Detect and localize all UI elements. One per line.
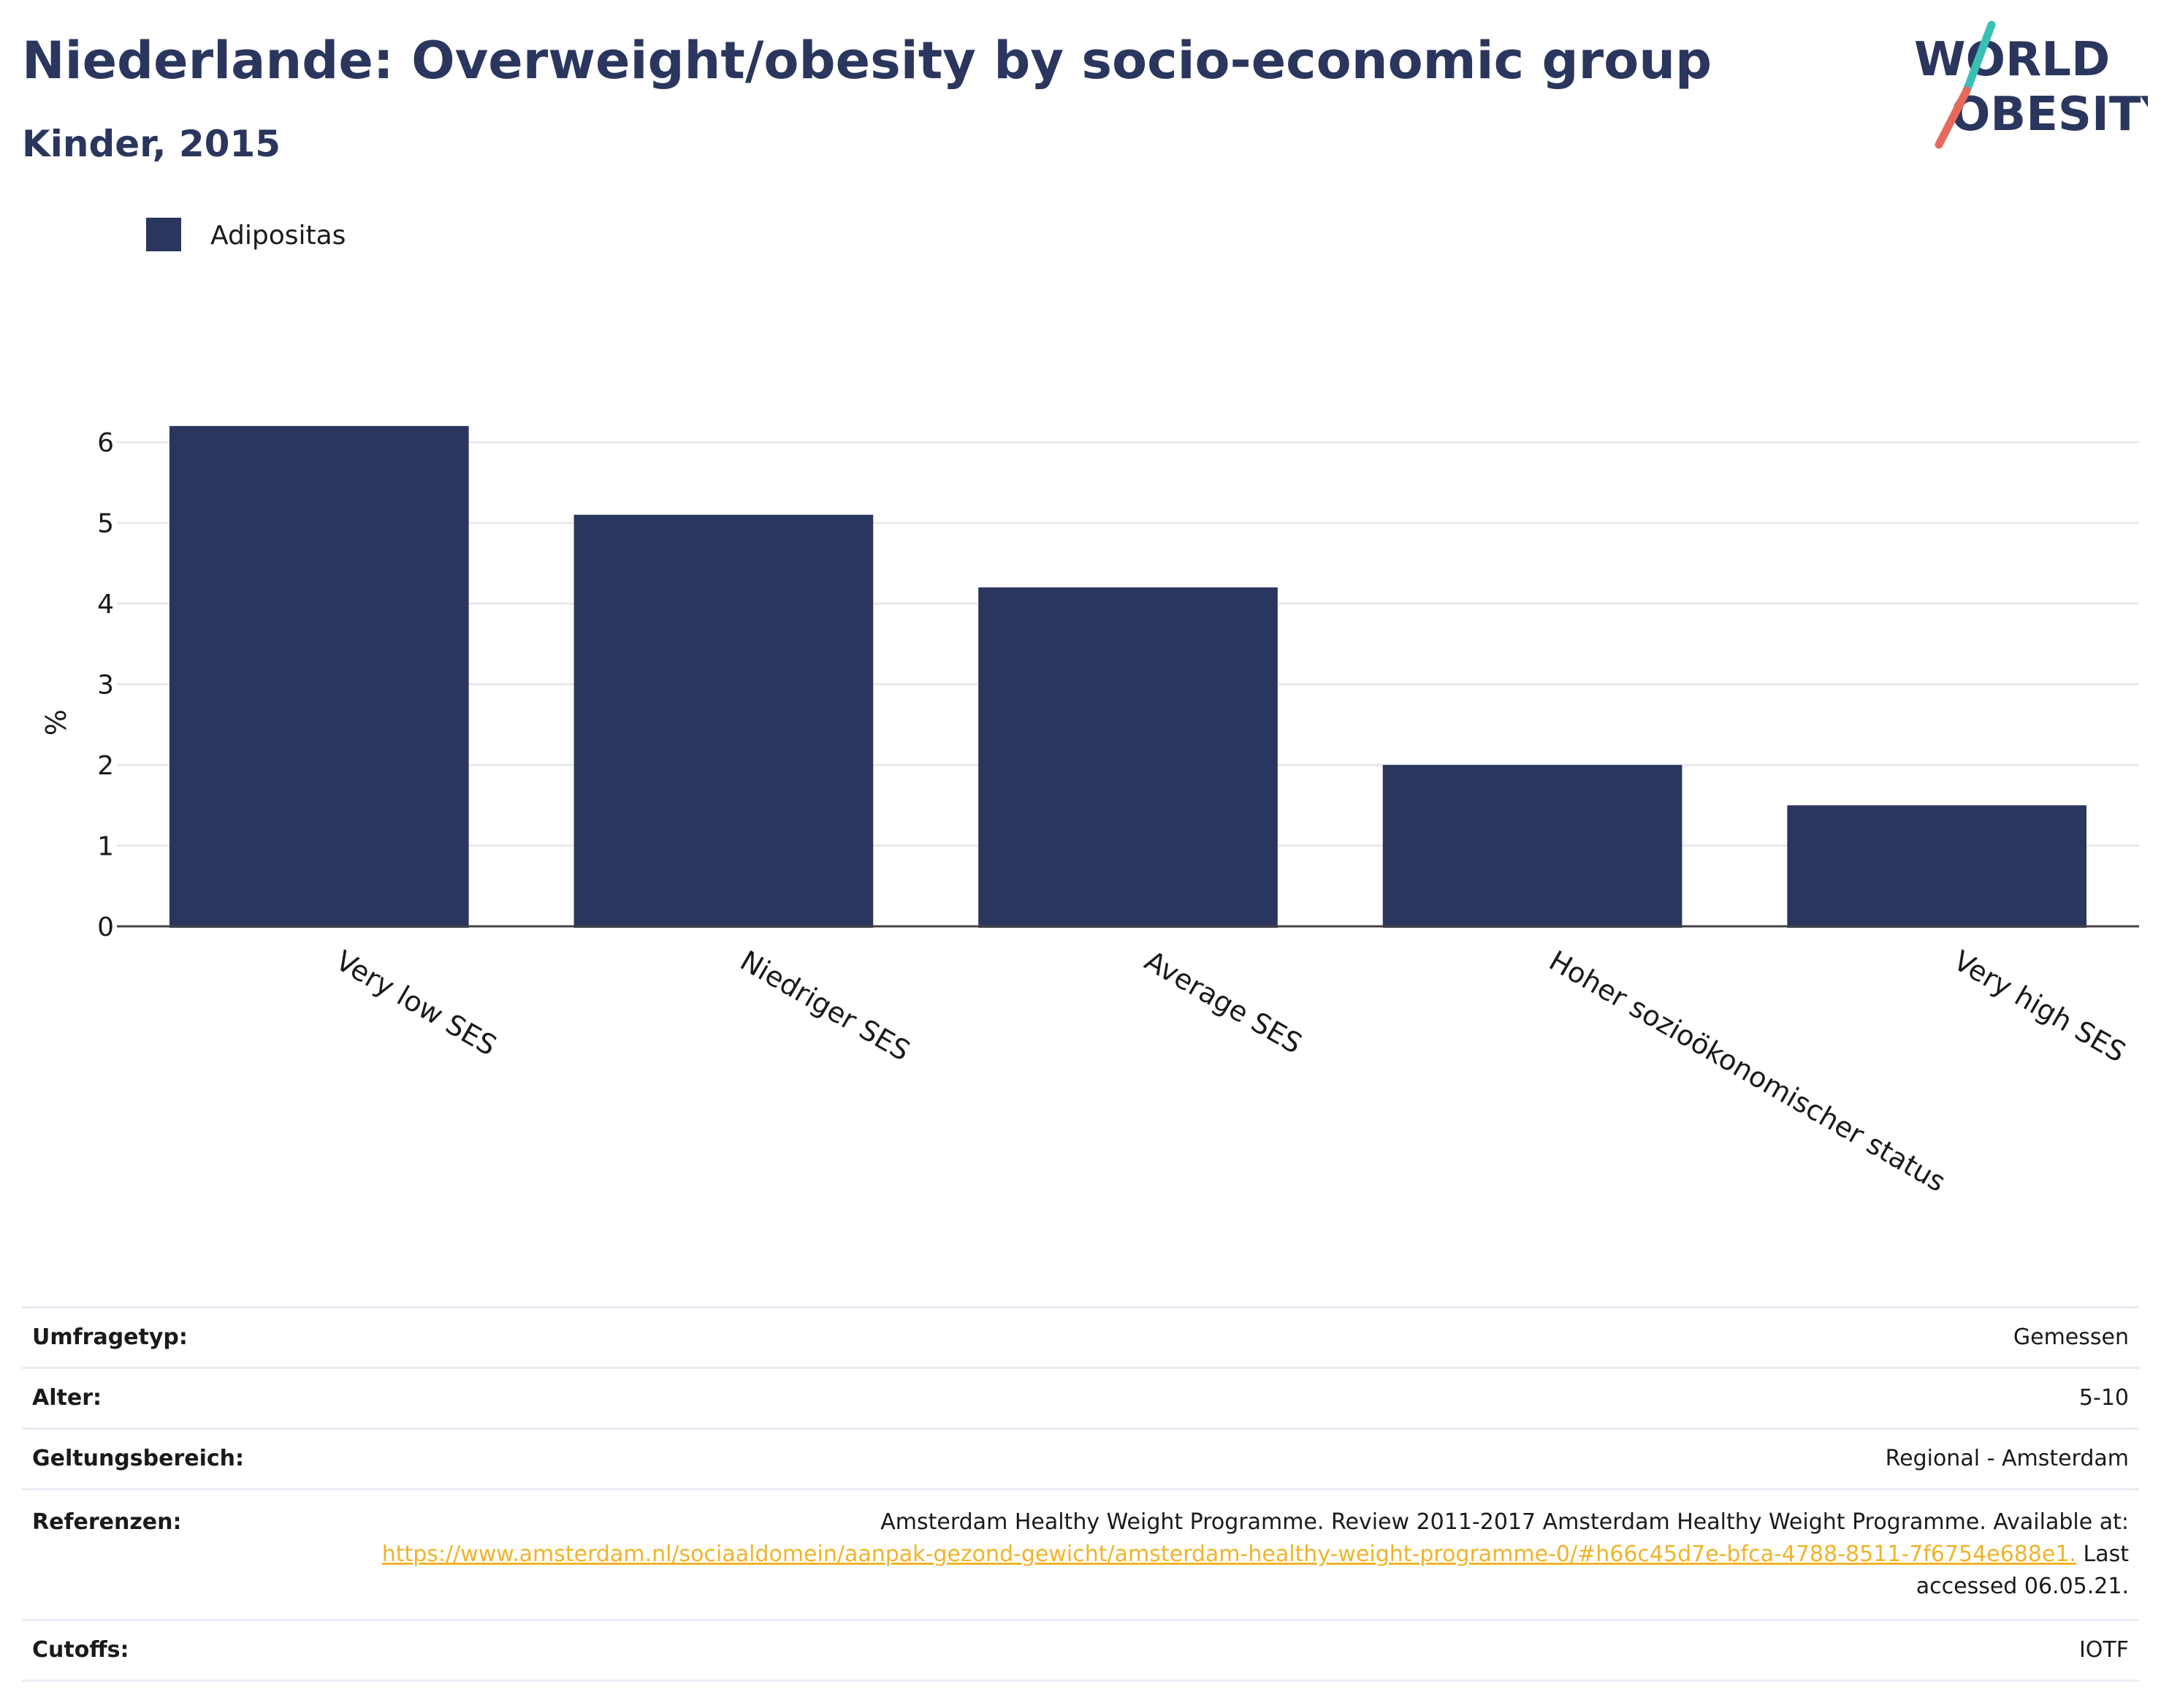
- legend-swatch-adipositas: [146, 218, 181, 251]
- bar-5: [1787, 805, 2087, 928]
- logo-slash-coral: [1935, 86, 1971, 149]
- world-obesity-logo: WORLD OBESITY: [1914, 20, 2148, 149]
- bars: [169, 426, 2087, 928]
- meta-row-survey-type: Umfragetyp: Gemessen: [22, 1306, 2139, 1368]
- y-tick-label-5: 5: [97, 509, 114, 539]
- meta-row-cutoffs: Cutoffs: IOTF: [22, 1619, 2139, 1682]
- metadata-table: Umfragetyp: Gemessen Alter: 5-10 Geltung…: [22, 1306, 2139, 1682]
- x-tick-label-4: Hoher sozioökonomischer status: [1544, 945, 1951, 1198]
- references-link[interactable]: https://www.amsterdam.nl/sociaaldomein/a…: [381, 1541, 2076, 1567]
- meta-row-age: Alter: 5-10: [22, 1367, 2139, 1429]
- x-tick-label-3: Average SES: [1140, 945, 1308, 1060]
- y-tick-label-0: 0: [97, 912, 114, 942]
- scope-label: Geltungsbereich:: [22, 1427, 335, 1490]
- logo-text-world: WORLD: [1914, 33, 2110, 87]
- references-label: Referenzen:: [22, 1488, 335, 1620]
- references-text: Amsterdam Healthy Weight Programme. Revi…: [880, 1509, 2129, 1535]
- survey-type-value: Gemessen: [335, 1306, 2139, 1368]
- x-tick-label-2: Niedriger SES: [735, 945, 915, 1067]
- meta-row-scope: Geltungsbereich: Regional - Amsterdam: [22, 1427, 2139, 1490]
- age-label: Alter:: [22, 1367, 335, 1429]
- references-value: Amsterdam Healthy Weight Programme. Revi…: [335, 1488, 2139, 1620]
- chart-title: Niederlande: Overweight/obesity by socio…: [22, 31, 1712, 91]
- y-tick-label-6: 6: [97, 428, 114, 458]
- y-tick-label-2: 2: [97, 751, 114, 781]
- bar-4: [1382, 765, 1682, 928]
- cutoffs-value: IOTF: [335, 1619, 2139, 1682]
- y-tick-label-3: 3: [97, 671, 114, 701]
- scope-value: Regional - Amsterdam: [335, 1427, 2139, 1490]
- age-value: 5-10: [335, 1367, 2139, 1429]
- logo-slash-teal: [1962, 20, 1996, 95]
- y-tick-label-4: 4: [97, 590, 114, 619]
- x-tick-label-1: Very low SES: [330, 945, 502, 1062]
- y-tick-label-1: 1: [97, 832, 114, 862]
- legend-label-adipositas: Adipositas: [210, 221, 346, 251]
- x-tick-label-5: Very high SES: [1948, 945, 2131, 1069]
- legend: Adipositas: [146, 218, 346, 251]
- logo-text-obesity: OBESITY: [1951, 88, 2148, 142]
- bar-3: [978, 587, 1278, 928]
- references-suffix: Last accessed 06.05.21.: [1916, 1541, 2129, 1599]
- cutoffs-label: Cutoffs:: [22, 1619, 335, 1682]
- chart-subtitle: Kinder, 2015: [22, 123, 281, 165]
- meta-row-references: Referenzen: Amsterdam Healthy Weight Pro…: [22, 1488, 2139, 1620]
- y-axis-label: %: [39, 709, 71, 736]
- bar-2: [573, 514, 874, 928]
- y-axis-ticks: 0 1 2 3 4 5 6: [97, 428, 114, 942]
- survey-type-label: Umfragetyp:: [22, 1306, 335, 1368]
- bar-1: [169, 426, 469, 928]
- x-axis-labels: Very low SES Niedriger SES Average SES Hohe…: [330, 945, 2131, 1198]
- bar-chart: Adipositas 0 1 2 3 4 5 6 Very low SES Niedriger…: [39, 218, 2139, 1198]
